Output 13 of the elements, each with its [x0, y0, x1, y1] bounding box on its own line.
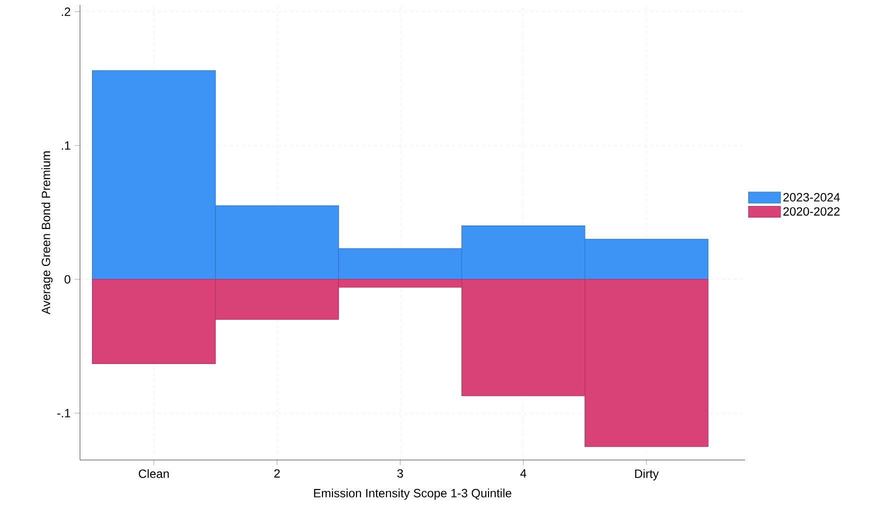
y-tick-label: .2 [62, 8, 70, 16]
x-tick-label: 2 [274, 469, 280, 478]
y-tick-label: .1 [62, 141, 70, 150]
x-axis-title: Emission Intensity Scope 1-3 Quintile [314, 488, 512, 500]
legend-label: 2020-2022 [783, 207, 840, 216]
y-axis-title: Average Green Bond Premium [41, 151, 53, 314]
x-tick-label: 4 [520, 469, 526, 478]
y-tick-label: -.1 [57, 409, 70, 418]
x-tick-label: Clean [138, 469, 169, 478]
x-tick-label: 3 [397, 469, 403, 478]
x-tick-label: Dirty [635, 469, 659, 480]
legend-label: 2023-2024 [783, 193, 840, 202]
y-tick-label: 0 [64, 275, 70, 284]
